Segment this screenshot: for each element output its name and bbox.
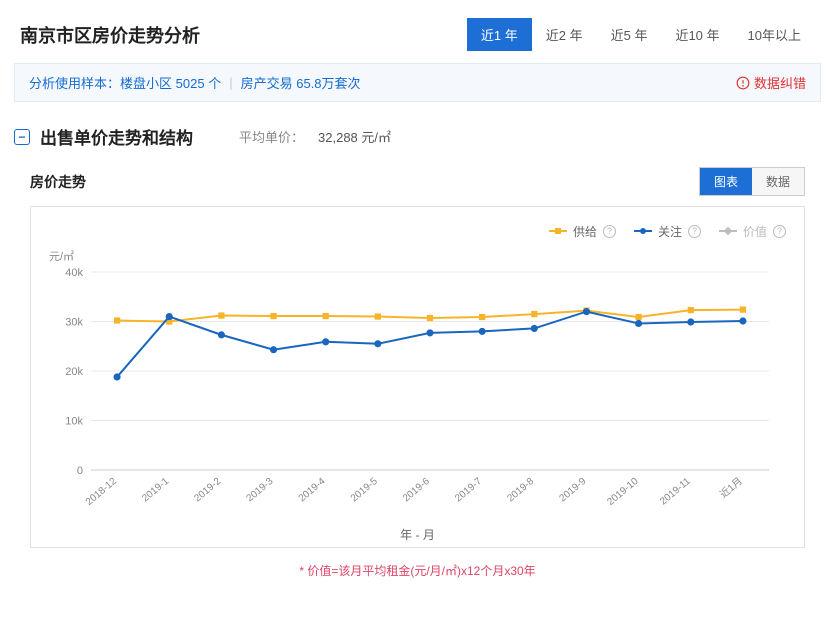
period-tab[interactable]: 10年以上: [734, 18, 815, 51]
chart-svg: 0 10k 20k 30k 40k 2018-12 2019-1 2019-2 2019-3 20…: [49, 266, 779, 526]
svg-text:20k: 20k: [65, 366, 83, 378]
page-title: 南京市区房价走势分析: [20, 22, 467, 48]
x-axis-title: 年 - 月: [49, 526, 786, 543]
period-tab[interactable]: 近10 年: [661, 18, 733, 51]
trans-count: 65.8万套次: [296, 73, 360, 92]
svg-text:2019-9: 2019-9: [557, 475, 588, 504]
svg-text:2019-11: 2019-11: [658, 475, 693, 507]
avg-price-value: 32,288 元/㎡: [318, 127, 391, 146]
chart-footnote: * 价值=该月平均租金(元/月/㎡)x12个月x30年: [30, 562, 805, 579]
report-error-link[interactable]: 数据纠错: [736, 73, 806, 92]
view-toggle-btn[interactable]: 数据: [752, 168, 804, 195]
svg-text:0: 0: [77, 465, 83, 477]
svg-text:2019-2: 2019-2: [192, 475, 223, 504]
svg-text:40k: 40k: [65, 267, 83, 279]
period-tab[interactable]: 近1 年: [467, 18, 532, 51]
section-header: − 出售单价走势和结构 平均单价： 32,288 元/㎡: [0, 118, 835, 163]
svg-text:2019-10: 2019-10: [605, 475, 641, 507]
svg-text:2019-1: 2019-1: [140, 475, 171, 504]
alert-icon: [736, 76, 750, 90]
legend-item[interactable]: 价值?: [719, 223, 786, 240]
svg-text:30k: 30k: [65, 316, 83, 328]
collapse-icon[interactable]: −: [14, 129, 30, 145]
svg-text:2019-8: 2019-8: [505, 475, 536, 504]
chart-legend: 供给? 关注? 价值?: [49, 221, 786, 248]
chart-area: 供给? 关注? 价值? 元/㎡ 0 10k 20k 30k 40k 2018-12 2019-1…: [30, 206, 805, 548]
info-banner: 分析使用样本： 楼盘小区 5025 个 | 房产交易 65.8万套次 数据纠错: [14, 63, 821, 102]
trans-label: 房产交易: [241, 73, 293, 92]
legend-item[interactable]: 关注?: [634, 223, 701, 240]
help-icon[interactable]: ?: [603, 225, 616, 238]
svg-text:2019-7: 2019-7: [453, 475, 484, 504]
period-tab[interactable]: 近5 年: [597, 18, 662, 51]
avg-price-label: 平均单价：: [239, 127, 304, 146]
svg-text:2018-12: 2018-12: [84, 475, 120, 507]
svg-text:2019-6: 2019-6: [401, 475, 432, 504]
legend-item[interactable]: 供给?: [549, 223, 616, 240]
view-toggle-btn[interactable]: 图表: [700, 168, 752, 195]
section-title: 出售单价走势和结构: [40, 124, 193, 149]
svg-text:2019-5: 2019-5: [349, 475, 380, 504]
banner-prefix: 分析使用样本：: [29, 73, 120, 92]
report-error-label: 数据纠错: [754, 73, 806, 92]
help-icon[interactable]: ?: [773, 225, 786, 238]
view-toggle: 图表数据: [699, 167, 805, 196]
chart-block-title: 房价走势: [30, 172, 699, 192]
svg-text:2019-3: 2019-3: [245, 475, 276, 504]
svg-text:近1月: 近1月: [717, 474, 745, 500]
help-icon[interactable]: ?: [688, 225, 701, 238]
svg-text:2019-4: 2019-4: [297, 475, 328, 504]
period-tab[interactable]: 近2 年: [532, 18, 597, 51]
period-tabs: 近1 年近2 年近5 年近10 年10年以上: [467, 18, 815, 51]
banner-sep: |: [229, 75, 232, 90]
sample-label: 楼盘小区: [120, 73, 172, 92]
svg-text:10k: 10k: [65, 415, 83, 427]
sample-count: 5025 个: [176, 73, 222, 92]
y-axis-title: 元/㎡: [49, 248, 786, 264]
